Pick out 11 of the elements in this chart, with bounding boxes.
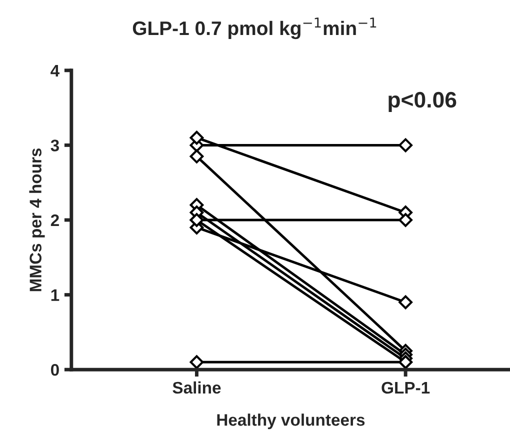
x-tick-label: GLP-1 [382,382,430,394]
y-axis-title: MMCs per 4 hours [29,148,45,292]
annotation: p<0.06 [388,92,456,112]
y-tick-label: 0 [50,364,59,376]
chart-title: GLP-1 0.7 pmol kg$^{−1}$min$^{−1}$ [132,18,376,40]
y-tick-label: 2 [50,214,59,226]
x-axis-title: Healthy volunteers [217,414,365,430]
y-tick-label: 1 [51,289,60,301]
y-tick-label: 3 [50,140,59,152]
x-tick-label: Saline [172,381,221,394]
y-tick-label: 4 [50,64,60,76]
